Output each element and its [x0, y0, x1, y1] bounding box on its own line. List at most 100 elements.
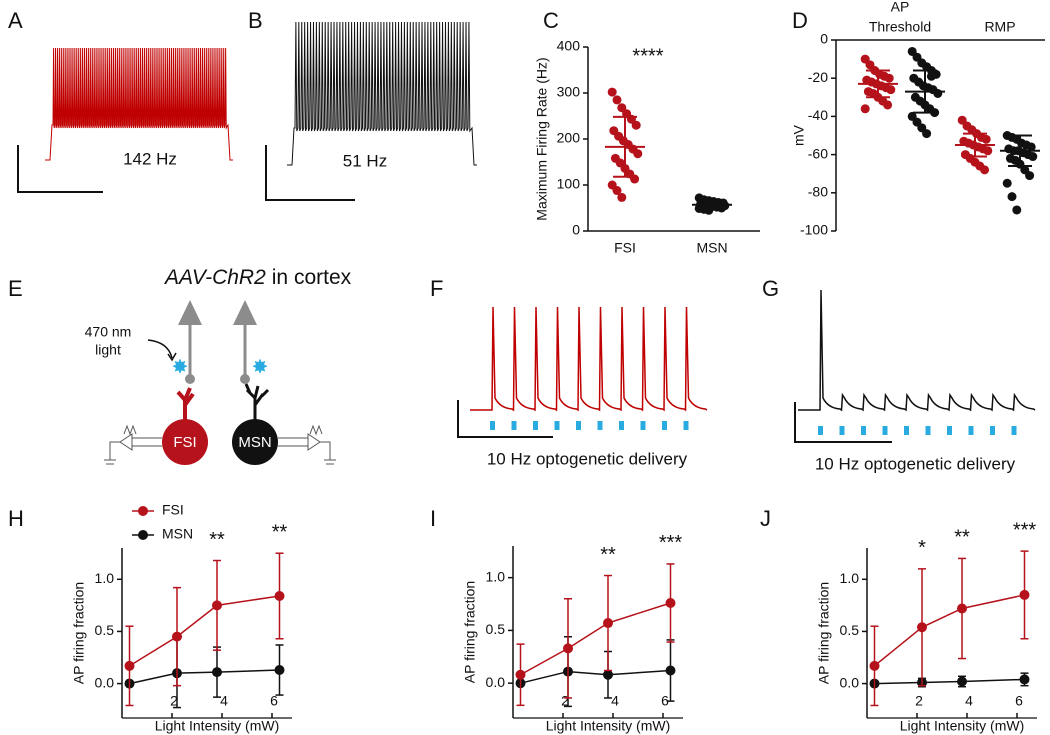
neuron-soma: [233, 300, 257, 325]
data-point: [665, 665, 676, 676]
data-point: [1019, 674, 1030, 685]
data-point: [981, 134, 991, 144]
data-point: [631, 120, 641, 130]
data-point: [922, 129, 932, 139]
light-pulse: [511, 421, 517, 430]
data-point: [917, 622, 927, 633]
trace-label: 51 Hz: [343, 151, 387, 170]
data-point: [603, 669, 613, 680]
dendrite: [244, 383, 270, 420]
light-flash: ✸: [252, 356, 269, 378]
group-label: RMP: [984, 19, 1015, 35]
panel-label: J: [760, 506, 771, 531]
x-tick-label: 4: [220, 693, 228, 709]
data-point: [633, 149, 643, 159]
y-tick-label: -100: [800, 222, 828, 238]
y-tick-label: 0.5: [486, 621, 506, 637]
legend-label: FSI: [162, 502, 184, 518]
y-axis-label: AP firing fraction: [462, 581, 478, 683]
x-tick-label: FSI: [614, 240, 636, 256]
data-point: [212, 600, 222, 611]
panel-label: B: [248, 8, 263, 33]
data-point: [665, 597, 676, 608]
data-point: [1025, 171, 1035, 181]
series-line: [874, 678, 1025, 685]
voltage-trace: [45, 47, 233, 161]
annotation: **: [209, 529, 225, 551]
data-point: [1012, 205, 1022, 215]
data-point: [612, 95, 622, 105]
scale-bar: [457, 400, 553, 438]
neuron-soma: [178, 300, 202, 325]
arrow-head: [167, 352, 177, 362]
data-point: [274, 590, 285, 601]
panel-label: A: [8, 8, 23, 33]
x-tick-label: 2: [170, 693, 178, 709]
panel-label: D: [792, 8, 808, 33]
dendrite: [176, 387, 195, 420]
light-label: light: [95, 342, 121, 358]
light-flash: ✸: [172, 356, 189, 378]
light-pulse: [662, 421, 667, 430]
y-tick-label: 0.5: [840, 622, 860, 638]
light-pulse: [533, 421, 538, 430]
diagram-title-rest: in cortex: [272, 266, 352, 289]
panel-label: I: [430, 506, 436, 531]
group-label: Threshold: [869, 19, 931, 35]
data-point: [926, 71, 936, 81]
data-point: [1026, 142, 1036, 152]
y-tick-label: -20: [808, 69, 828, 85]
trace-label: 10 Hz optogenetic delivery: [487, 449, 688, 468]
data-point: [612, 186, 622, 196]
x-tick-label: 4: [965, 693, 973, 709]
legend-marker: [138, 506, 148, 516]
data-point: [883, 100, 893, 110]
y-tick-label: 1.0: [95, 570, 115, 586]
light-pulse: [947, 426, 952, 435]
data-point: [607, 87, 617, 97]
annotation: **: [272, 521, 288, 543]
x-tick-label: 4: [611, 693, 619, 709]
y-tick-label: 0: [572, 222, 580, 238]
data-point: [933, 88, 943, 98]
trace-label: 142 Hz: [123, 149, 177, 168]
trace-label: 10 Hz optogenetic delivery: [815, 454, 1016, 473]
cell-label: MSN: [238, 434, 271, 451]
diagram-title: AAV-ChR2 in cortex: [163, 266, 352, 289]
series-line: [520, 602, 671, 676]
data-point: [869, 660, 880, 671]
annotation: **: [954, 527, 970, 549]
y-tick-label: 0.0: [840, 674, 860, 690]
data-point: [957, 676, 967, 687]
diagram-title-virus: AAV-ChR2: [163, 266, 266, 289]
data-point: [212, 667, 222, 678]
voltage-trace: [287, 21, 477, 166]
light-pulse: [968, 426, 974, 435]
x-tick-label: 6: [1015, 693, 1023, 709]
y-tick-label: -60: [808, 145, 828, 161]
light-pulse: [904, 426, 909, 435]
x-tick-label: 6: [270, 693, 278, 709]
light-pulse: [1011, 426, 1017, 435]
voltage-trace: [798, 289, 1036, 412]
series-line: [129, 595, 280, 667]
x-tick-label: 6: [661, 693, 669, 709]
y-tick-label: 400: [557, 38, 581, 54]
x-tick-label: 2: [561, 693, 569, 709]
series-line: [874, 594, 1025, 667]
light-pulse: [597, 421, 603, 430]
terminal: [185, 374, 195, 384]
data-point: [515, 669, 526, 680]
light-pulse: [619, 421, 624, 430]
panel-label: G: [762, 276, 779, 301]
y-tick-label: -80: [808, 184, 828, 200]
scale-bar: [794, 402, 892, 443]
x-axis-label: Light Intensity (mW): [546, 718, 670, 734]
y-tick-label: 200: [557, 130, 581, 146]
msn-cell: [232, 419, 278, 465]
cell-label: FSI: [173, 434, 196, 451]
data-point: [563, 643, 573, 654]
group-label: AP: [891, 0, 910, 15]
